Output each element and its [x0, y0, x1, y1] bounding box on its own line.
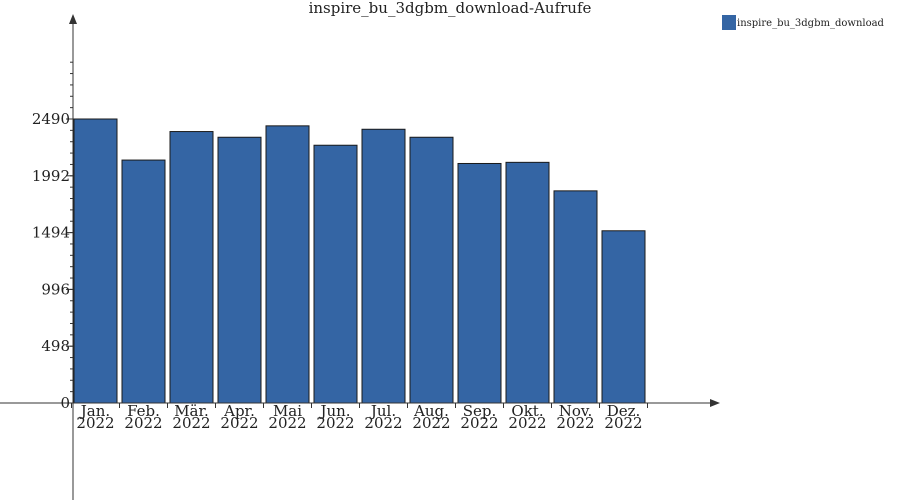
bar-1: [73, 118, 118, 404]
x-ticks-group: Jan.2022Feb.2022Mär.2022Apr.2022Mai2022J…: [71, 402, 648, 432]
x-tick-label-year: 2022: [172, 414, 210, 432]
chart-title: inspire_bu_3dgbm_download-Aufrufe: [309, 0, 592, 17]
x-tick-label-month: Sep.: [463, 402, 497, 420]
x-tick-label-month: Jun.: [318, 402, 350, 420]
y-tick-label-0: 0: [60, 394, 70, 412]
y-tick-label-1992: 1992: [32, 167, 70, 185]
x-tick-label-month: Aug.: [413, 402, 449, 420]
y-tick-label-996: 996: [41, 280, 70, 298]
bar-2: [121, 159, 166, 404]
x-tick-label-month: Apr.: [223, 402, 255, 420]
bar-10: [505, 161, 550, 404]
x-tick-label-year: 2022: [556, 414, 594, 432]
x-tick-label-month: Nov.: [559, 402, 593, 420]
bar-3: [169, 131, 214, 404]
x-tick-label-year: 2022: [220, 414, 258, 432]
legend: inspire_bu_3dgbm_download: [722, 15, 885, 30]
y-ticks-group: 0 498 996 1494 1992 2490: [32, 61, 73, 412]
x-tick-label-month: Mai: [273, 402, 302, 420]
y-tick-label-498: 498: [41, 337, 70, 355]
x-tick-label-year: 2022: [412, 414, 450, 432]
legend-swatch: [722, 15, 736, 30]
y-tick-label-2490: 2490: [32, 110, 70, 128]
x-tick-label-year: 2022: [604, 414, 642, 432]
x-tick-label-month: Dez.: [607, 402, 641, 420]
y-axis-arrow: [69, 14, 77, 24]
bar-7: [361, 128, 406, 404]
x-axis-arrow: [710, 399, 720, 407]
x-tick-label-year: 2022: [508, 414, 546, 432]
bar-11: [553, 190, 598, 404]
bar-5: [265, 125, 310, 404]
x-tick-label-month: Jan.: [79, 402, 110, 420]
bar-4: [217, 136, 262, 404]
x-tick-label-month: Okt.: [511, 402, 543, 420]
x-tick-label-year: 2022: [460, 414, 498, 432]
x-tick-label-month: Feb.: [127, 402, 160, 420]
x-tick-label-year: 2022: [364, 414, 402, 432]
bar-8: [409, 136, 454, 404]
x-tick-label-month: Jul.: [369, 402, 396, 420]
x-tick-label-year: 2022: [124, 414, 162, 432]
x-tick-label-year: 2022: [76, 414, 114, 432]
x-tick-label-month: Mär.: [174, 402, 209, 420]
legend-label: inspire_bu_3dgbm_download: [737, 18, 885, 29]
bar-9: [457, 162, 502, 404]
x-tick-label-year: 2022: [268, 414, 306, 432]
bars-group: [73, 118, 646, 404]
y-tick-label-1494: 1494: [32, 224, 70, 242]
x-tick-label-year: 2022: [316, 414, 354, 432]
bar-6: [313, 144, 358, 404]
bar-12: [601, 230, 646, 404]
